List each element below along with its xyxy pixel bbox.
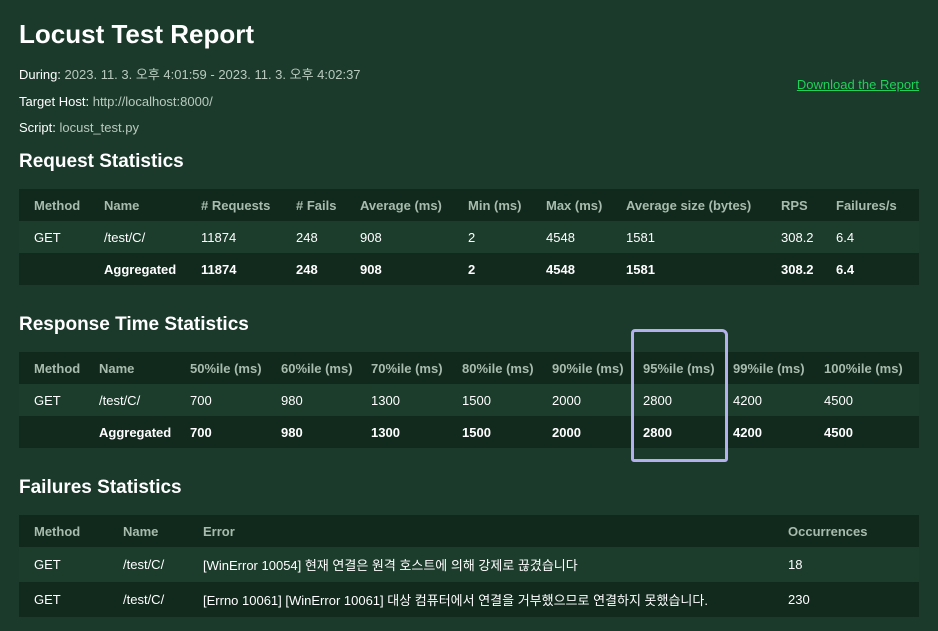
table-cell: 1300 <box>356 416 447 448</box>
column-header[interactable]: Method <box>19 189 89 221</box>
table-cell <box>19 416 84 448</box>
column-header[interactable]: Average (ms) <box>345 189 453 221</box>
table-cell: 4500 <box>809 416 919 448</box>
table-cell: /test/C/ <box>108 582 188 617</box>
table-cell: 1500 <box>447 416 537 448</box>
table-row: GET /test/C/ [Errno 10061] [WinError 100… <box>19 582 919 617</box>
failures-statistics-table: Method Name Error Occurrences GET /test/… <box>19 515 919 617</box>
table-cell: 2000 <box>537 384 628 416</box>
aggregated-row: Aggregated 700 980 1300 1500 2000 2800 4… <box>19 416 919 448</box>
table-cell: Aggregated <box>84 416 175 448</box>
page-title: Locust Test Report <box>19 19 254 49</box>
table-cell: 4500 <box>809 384 919 416</box>
table-cell: 2 <box>453 253 531 285</box>
table-cell: 700 <box>175 416 266 448</box>
aggregated-row: Aggregated 11874 248 908 2 4548 1581 308… <box>19 253 919 285</box>
table-cell: /test/C/ <box>108 547 188 582</box>
column-header[interactable]: 99%ile (ms) <box>718 352 809 384</box>
table-cell: 308.2 <box>766 253 821 285</box>
during-line: During: 2023. 11. 3. 오후 4:01:59 - 2023. … <box>19 66 361 84</box>
table-cell <box>19 253 89 285</box>
table-cell: 1581 <box>611 221 766 253</box>
table-cell: 4548 <box>531 253 611 285</box>
table-cell: 248 <box>281 221 345 253</box>
column-header[interactable]: Method <box>19 515 108 547</box>
table-row: GET /test/C/ [WinError 10054] 현재 연결은 원격 … <box>19 547 919 582</box>
table-cell: GET <box>19 582 108 617</box>
table-cell: 4200 <box>718 416 809 448</box>
table-cell: 980 <box>266 416 356 448</box>
column-header[interactable]: 90%ile (ms) <box>537 352 628 384</box>
table-cell: 980 <box>266 384 356 416</box>
column-header[interactable]: Occurrences <box>773 515 919 547</box>
table-cell: 908 <box>345 221 453 253</box>
script-value: locust_test.py <box>59 120 139 135</box>
column-header[interactable]: 80%ile (ms) <box>447 352 537 384</box>
script-line: Script: locust_test.py <box>19 119 139 137</box>
column-header[interactable]: 100%ile (ms) <box>809 352 919 384</box>
column-header[interactable]: 95%ile (ms) <box>628 352 718 384</box>
table-row: GET /test/C/ 11874 248 908 2 4548 1581 3… <box>19 221 919 253</box>
script-label: Script: <box>19 120 56 135</box>
column-header[interactable]: Failures/s <box>821 189 919 221</box>
response-time-statistics-title: Response Time Statistics <box>19 314 249 335</box>
table-cell: 6.4 <box>821 253 919 285</box>
table-cell: GET <box>19 221 89 253</box>
response-time-statistics-table: Method Name 50%ile (ms) 60%ile (ms) 70%i… <box>19 352 919 448</box>
column-header[interactable]: 50%ile (ms) <box>175 352 266 384</box>
column-header[interactable]: Name <box>108 515 188 547</box>
table-cell: 308.2 <box>766 221 821 253</box>
failures-statistics-title: Failures Statistics <box>19 477 182 498</box>
table-cell: 1300 <box>356 384 447 416</box>
column-header[interactable]: 70%ile (ms) <box>356 352 447 384</box>
column-header[interactable]: Max (ms) <box>531 189 611 221</box>
download-report-link[interactable]: Download the Report <box>796 77 919 92</box>
table-cell: 2800 <box>628 416 718 448</box>
table-header-row: Method Name Error Occurrences <box>19 515 919 547</box>
column-header[interactable]: # Fails <box>281 189 345 221</box>
table-cell: 4200 <box>718 384 809 416</box>
column-header[interactable]: 60%ile (ms) <box>266 352 356 384</box>
table-cell: Aggregated <box>89 253 186 285</box>
column-header[interactable]: Name <box>89 189 186 221</box>
table-cell: 2 <box>453 221 531 253</box>
table-cell: 2800 <box>628 384 718 416</box>
table-cell: GET <box>19 384 84 416</box>
table-cell: 230 <box>773 582 919 617</box>
column-header[interactable]: Average size (bytes) <box>611 189 766 221</box>
table-cell: 6.4 <box>821 221 919 253</box>
table-cell: 18 <box>773 547 919 582</box>
column-header[interactable]: Name <box>84 352 175 384</box>
table-cell: 4548 <box>531 221 611 253</box>
table-header-row: Method Name # Requests # Fails Average (… <box>19 189 919 221</box>
request-statistics-table: Method Name # Requests # Fails Average (… <box>19 189 919 285</box>
column-header[interactable]: RPS <box>766 189 821 221</box>
table-cell: GET <box>19 547 108 582</box>
column-header[interactable]: Error <box>188 515 773 547</box>
column-header[interactable]: Min (ms) <box>453 189 531 221</box>
table-cell: [Errno 10061] [WinError 10061] 대상 컴퓨터에서 … <box>188 582 773 617</box>
table-cell: 908 <box>345 253 453 285</box>
table-cell: [WinError 10054] 현재 연결은 원격 호스트에 의해 강제로 끊… <box>188 547 773 582</box>
request-statistics-title: Request Statistics <box>19 151 184 172</box>
target-host-label: Target Host: <box>19 94 90 109</box>
target-host-value: http://localhost:8000/ <box>92 94 213 109</box>
during-label: During: <box>19 67 61 82</box>
table-cell: 248 <box>281 253 345 285</box>
table-cell: 11874 <box>186 253 281 285</box>
table-cell: 2000 <box>537 416 628 448</box>
table-cell: 11874 <box>186 221 281 253</box>
target-host-line: Target Host: http://localhost:8000/ <box>19 93 213 111</box>
column-header[interactable]: Method <box>19 352 84 384</box>
table-header-row: Method Name 50%ile (ms) 60%ile (ms) 70%i… <box>19 352 919 384</box>
table-row: GET /test/C/ 700 980 1300 1500 2000 2800… <box>19 384 919 416</box>
column-header[interactable]: # Requests <box>186 189 281 221</box>
table-cell: /test/C/ <box>89 221 186 253</box>
table-cell: 1581 <box>611 253 766 285</box>
table-cell: 1500 <box>447 384 537 416</box>
during-value: 2023. 11. 3. 오후 4:01:59 - 2023. 11. 3. 오… <box>64 67 361 82</box>
table-cell: /test/C/ <box>84 384 175 416</box>
table-cell: 700 <box>175 384 266 416</box>
